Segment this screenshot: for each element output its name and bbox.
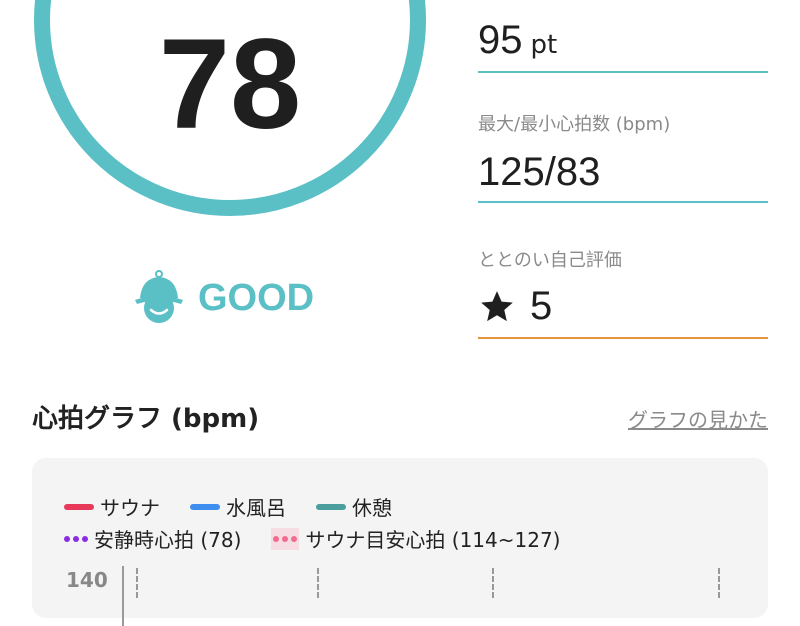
legend-cold-bath[interactable]: 水風呂 bbox=[190, 492, 286, 521]
metric-label: 最大/最小心拍数 (bpm) bbox=[478, 114, 671, 135]
score-status: GOOD bbox=[134, 270, 314, 326]
metric-value: 125/83 bbox=[478, 150, 601, 194]
legend-swatch bbox=[190, 503, 220, 510]
metric-heart-rate: 最大/最小心拍数 (bpm) 125/83 bbox=[478, 110, 768, 203]
divider bbox=[478, 201, 768, 203]
y-axis bbox=[122, 566, 124, 626]
graph-help-link[interactable]: グラフの見かた bbox=[628, 408, 768, 432]
legend-sauna-target-hr[interactable]: サウナ目安心拍 (114~127) bbox=[271, 524, 561, 553]
metric-value: 95 bbox=[478, 18, 523, 62]
graph-title: 心拍グラフ (bpm) bbox=[32, 404, 260, 434]
legend-sauna[interactable]: サウナ bbox=[64, 492, 160, 521]
legend-label: サウナ目安心拍 (114~127) bbox=[305, 528, 561, 552]
legend-row: サウナ 水風呂 休憩 bbox=[64, 492, 422, 521]
legend-label: 水風呂 bbox=[226, 496, 286, 520]
score-ring-progress bbox=[34, 0, 426, 216]
sauna-hat-face-icon bbox=[135, 270, 183, 323]
gridline bbox=[136, 568, 138, 598]
legend-resting-hr[interactable]: 安静時心拍 (78) bbox=[64, 524, 241, 553]
heart-rate-graph-card: サウナ 水風呂 休憩 安静時心拍 (78) サウナ目安心拍 (114~127) … bbox=[32, 458, 768, 626]
legend-swatch bbox=[316, 503, 346, 510]
y-tick-label: 140 bbox=[66, 568, 108, 592]
gridline bbox=[317, 568, 319, 598]
legend-row: 安静時心拍 (78) サウナ目安心拍 (114~127) bbox=[64, 524, 591, 553]
legend-swatch bbox=[64, 503, 94, 510]
legend-rest[interactable]: 休憩 bbox=[316, 492, 392, 521]
score-value: 78 bbox=[158, 13, 302, 156]
divider bbox=[478, 71, 768, 73]
legend-label: サウナ bbox=[100, 496, 160, 520]
legend-label: 休憩 bbox=[352, 496, 392, 520]
star-icon bbox=[481, 290, 513, 321]
metric-value: 5 bbox=[530, 284, 553, 328]
legend-swatch bbox=[64, 535, 88, 542]
metric-label: ととのい自己評価 bbox=[478, 250, 622, 271]
metric-self-rating: ととのい自己評価 5 bbox=[478, 246, 768, 339]
gridline bbox=[718, 568, 720, 598]
divider bbox=[478, 337, 768, 339]
metric-points: 95 pt bbox=[478, 18, 768, 73]
gridline bbox=[492, 568, 494, 598]
metric-unit: pt bbox=[530, 30, 558, 60]
legend-label: 安静時心拍 (78) bbox=[94, 528, 242, 552]
legend-swatch bbox=[271, 527, 300, 550]
score-ring bbox=[34, 0, 426, 216]
status-label: GOOD bbox=[198, 276, 315, 319]
